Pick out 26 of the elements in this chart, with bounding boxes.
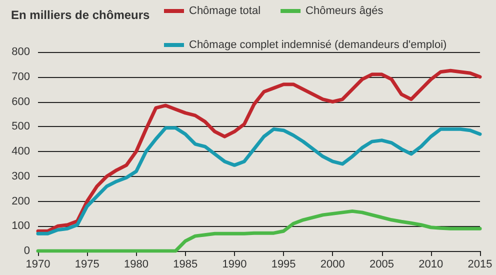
y-tick-label: 700 [12, 70, 30, 83]
y-tick-label: 800 [12, 46, 30, 58]
x-tick-label: 1970 [26, 258, 50, 270]
legend-label: Chômage complet indemnisé (demandeurs d'emploi) [189, 39, 447, 51]
line-series [36, 209, 482, 253]
x-tick-label: 1995 [271, 258, 296, 270]
x-tick-label: 1980 [124, 258, 148, 270]
chart-title: En milliers de chômeurs [11, 8, 150, 22]
y-tick-label: 200 [12, 195, 30, 208]
legend-label: Chômeurs âgés [306, 5, 384, 17]
x-tick-label: 1990 [222, 258, 247, 270]
x-tick-label: 1985 [173, 258, 198, 270]
y-tick-label: 0 [24, 245, 30, 257]
x-tick-label: 2000 [320, 258, 345, 270]
y-tick-label: 100 [12, 220, 30, 232]
line-series [36, 126, 482, 236]
y-tick-label: 300 [12, 170, 30, 182]
y-tick-label: 600 [12, 96, 30, 108]
y-tick-label: 400 [12, 146, 30, 158]
legend-label: Chômage total [189, 5, 261, 17]
x-tick-label: 2010 [418, 258, 444, 270]
x-tick-label: 1975 [74, 258, 100, 270]
x-tick-label: 2015 [468, 258, 492, 270]
line-series [36, 68, 482, 233]
x-tick-label: 2005 [370, 258, 394, 270]
y-tick-label: 500 [12, 120, 30, 133]
